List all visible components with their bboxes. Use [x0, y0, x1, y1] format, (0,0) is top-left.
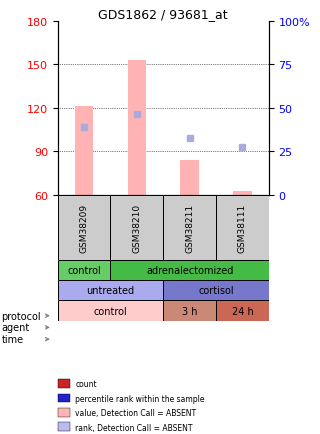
Text: GSM38211: GSM38211 — [185, 203, 194, 252]
Bar — [216, 196, 269, 260]
Bar — [58, 260, 110, 280]
Text: protocol: protocol — [2, 311, 41, 321]
Bar — [216, 301, 269, 321]
Title: GDS1862 / 93681_at: GDS1862 / 93681_at — [98, 7, 228, 20]
Bar — [110, 196, 163, 260]
Bar — [58, 301, 163, 321]
Bar — [163, 301, 216, 321]
Text: cortisol: cortisol — [198, 286, 234, 296]
Text: value, Detection Call = ABSENT: value, Detection Call = ABSENT — [75, 408, 196, 417]
Text: untreated: untreated — [86, 286, 134, 296]
Text: agent: agent — [2, 323, 30, 332]
Bar — [128, 61, 146, 196]
Bar — [180, 161, 199, 196]
Text: count: count — [75, 380, 97, 388]
Bar — [110, 260, 269, 280]
Text: adrenalectomized: adrenalectomized — [146, 265, 233, 275]
Text: GSM38209: GSM38209 — [79, 203, 89, 252]
Bar — [58, 280, 163, 301]
Text: GSM38111: GSM38111 — [238, 203, 247, 252]
Text: 24 h: 24 h — [232, 306, 253, 316]
Text: 3 h: 3 h — [182, 306, 197, 316]
Text: control: control — [67, 265, 101, 275]
Text: time: time — [2, 335, 24, 344]
Text: rank, Detection Call = ABSENT: rank, Detection Call = ABSENT — [75, 423, 193, 431]
Text: control: control — [93, 306, 127, 316]
Text: percentile rank within the sample: percentile rank within the sample — [75, 394, 205, 403]
Bar — [233, 191, 252, 196]
Bar — [58, 196, 110, 260]
Bar — [163, 196, 216, 260]
Text: GSM38210: GSM38210 — [132, 203, 141, 252]
Bar — [75, 107, 93, 196]
Bar — [163, 280, 269, 301]
